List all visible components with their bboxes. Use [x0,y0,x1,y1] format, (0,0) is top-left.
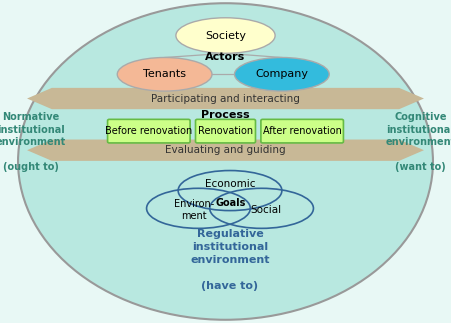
Text: Normative
institutional
environment

(ought to): Normative institutional environment (oug… [0,112,66,172]
Ellipse shape [235,57,329,91]
Text: After renovation: After renovation [263,126,341,136]
FancyBboxPatch shape [261,119,344,143]
Polygon shape [27,88,424,109]
Polygon shape [27,140,424,161]
Text: Society: Society [205,31,246,40]
Text: Environ-
ment: Environ- ment [174,199,214,221]
Text: Goals: Goals [216,198,246,208]
Text: Participating and interacting: Participating and interacting [151,94,300,103]
Text: Cognitive
institutional
environment

(want to): Cognitive institutional environment (wan… [385,112,451,172]
Text: Process: Process [201,110,250,120]
Text: Actors: Actors [205,53,246,62]
Text: Before renovation: Before renovation [105,126,193,136]
Ellipse shape [18,3,433,320]
Ellipse shape [117,57,212,91]
Ellipse shape [176,18,275,53]
Text: Company: Company [255,69,308,79]
FancyBboxPatch shape [108,119,190,143]
Text: Economic: Economic [205,179,255,189]
Text: Tenants: Tenants [143,69,186,79]
FancyBboxPatch shape [196,119,255,143]
Text: Social: Social [250,205,282,215]
Text: Evaluating and guiding: Evaluating and guiding [165,145,286,155]
Text: Regulative
institutional
environment

(have to): Regulative institutional environment (ha… [190,229,270,291]
Text: Renovation: Renovation [198,126,253,136]
